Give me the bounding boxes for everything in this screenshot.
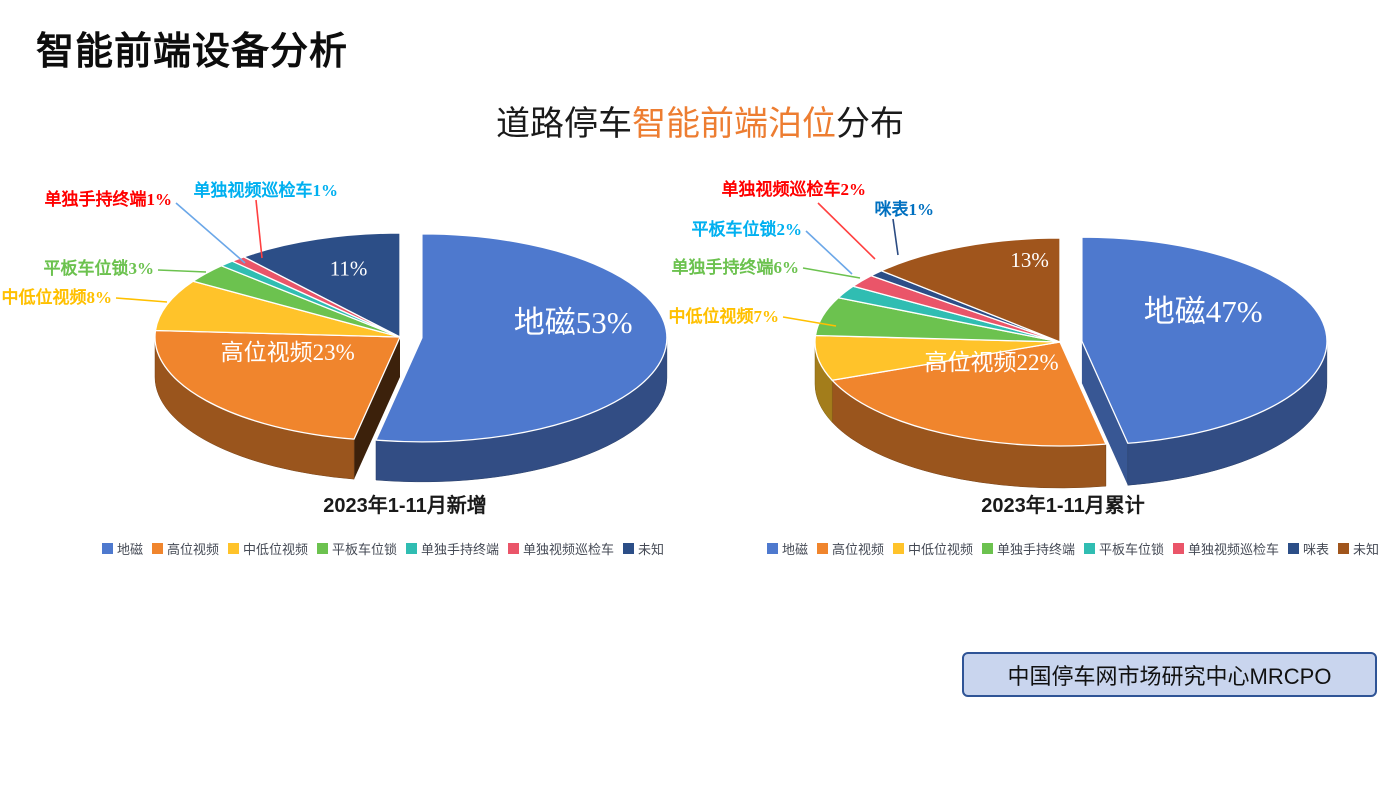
chart-caption-new: 2023年1-11月新增 — [323, 495, 487, 517]
pie-slice — [375, 233, 668, 443]
pie-chart-monthly-new: 地磁53% 高位视频23% 11% 单独手持终端1% 单独视频巡检车1% 平板车位锁3% 中… — [2, 180, 668, 483]
legend-label: 高位视频 — [831, 542, 884, 557]
legend-label: 单独手持终端 — [421, 542, 500, 557]
source-box: 中国停车网市场研究中心MRCPO — [962, 652, 1377, 697]
legend-item: 平板车位锁 — [316, 539, 397, 558]
legend-item: 未知 — [623, 539, 664, 558]
chart-title: 道路停车智能前端泊位分布 — [0, 96, 1400, 145]
pie-slice — [243, 232, 401, 338]
legend-label: 未知 — [1353, 542, 1380, 557]
callout-line — [782, 316, 837, 327]
legend-label: 单独视频巡检车 — [1188, 542, 1280, 557]
callout-label: 单独手持终端1% — [45, 189, 173, 209]
legend-label: 高位视频 — [166, 542, 219, 557]
legend-label: 单独手持终端 — [996, 542, 1075, 557]
legend-swatch — [1084, 543, 1095, 554]
legend-swatch — [1338, 543, 1350, 554]
slice-label: 13% — [1010, 248, 1049, 272]
legend-label: 中低位视频 — [242, 542, 308, 557]
callout-label: 中低位视频7% — [669, 306, 780, 326]
chart-title-prefix: 道路停车 — [496, 105, 632, 143]
pie-slice-cut-wall — [1081, 341, 1128, 486]
pie-slice-cut-wall — [354, 337, 400, 480]
legend-label: 平板车位锁 — [331, 542, 397, 557]
legend-label: 未知 — [638, 542, 665, 557]
legend-item: 单独视频巡检车 — [508, 539, 614, 558]
callout-label: 咪表1% — [875, 199, 935, 219]
callout-line — [255, 199, 263, 259]
legend-swatch — [151, 543, 163, 554]
callout-label: 平板车位锁3% — [44, 258, 155, 278]
legend-swatch — [406, 543, 417, 554]
pie-slice — [880, 237, 1061, 343]
legend-item: 中低位视频 — [892, 539, 973, 558]
callout-line — [892, 218, 899, 256]
callout-label: 单独视频巡检车1% — [194, 180, 339, 200]
legend-swatch — [766, 543, 778, 554]
legend-label: 地磁 — [781, 542, 808, 557]
legend-label: 地磁 — [116, 542, 143, 557]
chart-caption-cumulative: 2023年1-11月累计 — [981, 495, 1145, 517]
legend-swatch — [508, 543, 520, 554]
pie-slice — [154, 280, 401, 338]
legend-item: 未知 — [1338, 539, 1379, 558]
legend-item: 单独手持终端 — [406, 539, 499, 558]
slice-label: 地磁53% — [514, 305, 633, 340]
legend-swatch — [981, 543, 993, 554]
legend-label: 咪表 — [1303, 542, 1330, 557]
legend-label: 单独视频巡检车 — [523, 542, 615, 557]
legend-swatch — [1173, 543, 1185, 554]
slice-label: 高位视频22% — [924, 350, 1058, 375]
legend-item: 咪表 — [1288, 539, 1329, 558]
legend-item: 高位视频 — [151, 539, 219, 558]
callout-line — [175, 202, 246, 264]
legend-item: 高位视频 — [816, 539, 884, 558]
legend-label: 平板车位锁 — [1099, 542, 1165, 557]
callout-line — [817, 202, 876, 260]
legend-item: 单独手持终端 — [981, 539, 1075, 558]
callout-label: 单独视频巡检车2% — [722, 179, 867, 199]
chart-title-highlight: 智能前端泊位 — [632, 105, 836, 143]
callout-label: 单独手持终端6% — [672, 257, 800, 277]
legend-swatch — [892, 543, 904, 554]
legend-swatch — [227, 543, 239, 554]
pie-slice — [154, 329, 401, 440]
legend-item: 平板车位锁 — [1084, 539, 1164, 558]
source-box-label: 中国停车网市场研究中心MRCPO — [1007, 663, 1332, 689]
legend-cumulative: 地磁 高位视频 中低位视频 单独手持终端 平板车位锁 单独视频巡检车 咪表 未知 — [723, 539, 1400, 558]
slice-label: 11% — [330, 257, 368, 281]
legend-swatch — [816, 543, 828, 554]
callout-line — [802, 267, 861, 279]
pie-chart-cumulative: 地磁47% 高位视频22% 13% 单独视频巡检车2% 咪表1% 平板车位锁2% 单独手持终… — [669, 179, 1328, 489]
legend-item: 地磁 — [101, 539, 143, 558]
legend-item: 中低位视频 — [227, 539, 308, 558]
legend-new: 地磁 高位视频 中低位视频 平板车位锁 单独手持终端 单独视频巡检车 未知 — [33, 539, 733, 558]
legend-item: 地磁 — [766, 539, 808, 558]
callout-line — [157, 269, 207, 273]
legend-swatch — [623, 543, 635, 554]
pie-slice — [831, 341, 1107, 447]
callout-line — [115, 297, 168, 303]
callout-label: 中低位视频8% — [2, 287, 113, 307]
pie-slice — [814, 334, 1061, 381]
legend-swatch — [316, 543, 328, 554]
legend-label: 中低位视频 — [907, 542, 973, 557]
slice-label: 地磁47% — [1144, 294, 1263, 329]
slice-label: 高位视频23% — [221, 340, 355, 365]
callout-line — [805, 230, 853, 275]
legend-item: 单独视频巡检车 — [1173, 539, 1279, 558]
page-title: 智能前端设备分析 — [36, 31, 349, 73]
pie-slice — [1081, 236, 1328, 444]
legend-swatch — [1288, 543, 1300, 554]
chart-title-suffix: 分布 — [836, 105, 904, 143]
callout-label: 平板车位锁2% — [692, 219, 803, 239]
legend-swatch — [101, 543, 113, 554]
